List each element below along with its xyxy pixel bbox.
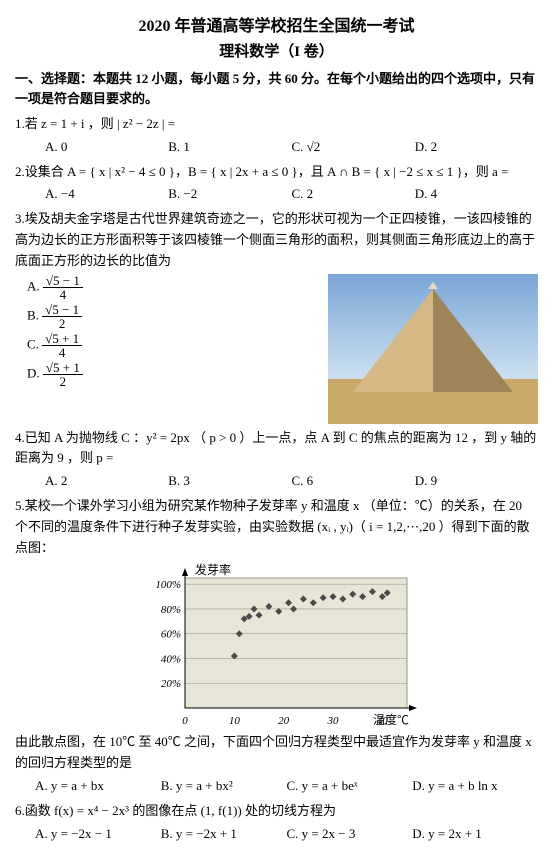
question-6: 6.函数 f(x) = x⁴ − 2x³ 的图像在点 (1, f(1)) 处的切… xyxy=(15,801,538,845)
q2-text: 2.设集合 A = { x | x² − 4 ≤ 0 }，B = { x | 2… xyxy=(15,164,508,179)
q6-opt-a: A. y = −2x − 1 xyxy=(35,824,161,845)
q6-opt-b: B. y = −2x + 1 xyxy=(161,824,287,845)
svg-text:80%: 80% xyxy=(160,604,180,616)
q4-opt-b: B. 3 xyxy=(168,471,291,492)
question-3: 3.埃及胡夫金字塔是古代世界建筑奇迹之一，它的形状可视为一个正四棱锥，一该四棱锥… xyxy=(15,209,538,423)
q2-opt-b: B. −2 xyxy=(168,184,291,205)
q3-opt-b: B. √5 − 12 xyxy=(27,303,318,330)
q6-text: 6.函数 f(x) = x⁴ − 2x³ 的图像在点 (1, f(1)) 处的切… xyxy=(15,803,336,818)
q1-opt-a: A. 0 xyxy=(45,137,168,158)
q3-opt-d: D. √5 + 12 xyxy=(27,361,318,388)
q4-opt-d: D. 9 xyxy=(415,471,538,492)
q4-opt-c: C. 6 xyxy=(292,471,415,492)
q2-opt-d: D. 4 xyxy=(415,184,538,205)
svg-text:30: 30 xyxy=(326,715,339,727)
q5-text-b: 由此散点图，在 10℃ 至 40℃ 之间，下面四个回归方程类型中最适宜作为发芽率… xyxy=(15,732,538,774)
q1-opt-c: C. √2 xyxy=(292,137,415,158)
q2-opt-c: C. 2 xyxy=(292,184,415,205)
q3-opt-c: C. √5 + 14 xyxy=(27,332,318,359)
q6-opt-c: C. y = 2x − 3 xyxy=(287,824,413,845)
q5-opt-b: B. y = a + bx² xyxy=(161,776,287,797)
svg-text:20%: 20% xyxy=(160,679,180,691)
q5-opt-a: A. y = a + bx xyxy=(35,776,161,797)
q2-opt-a: A. −4 xyxy=(45,184,168,205)
svg-text:0: 0 xyxy=(182,715,188,727)
pyramid-image xyxy=(328,274,538,424)
q5-opt-c: C. y = a + beˣ xyxy=(287,776,413,797)
svg-text:发芽率: 发芽率 xyxy=(195,562,231,577)
svg-text:40%: 40% xyxy=(160,654,180,666)
exam-title: 2020 年普通高等学校招生全国统一考试 xyxy=(15,12,538,36)
q1-text: 1.若 z = 1 + i ，则 | z² − 2z | = xyxy=(15,116,175,131)
question-2: 2.设集合 A = { x | x² − 4 ≤ 0 }，B = { x | 2… xyxy=(15,162,538,206)
q1-opt-d: D. 2 xyxy=(415,137,538,158)
q4-opt-a: A. 2 xyxy=(45,471,168,492)
svg-text:60%: 60% xyxy=(160,629,180,641)
section-1-heading: 一、选择题：本题共 12 小题，每小题 5 分，共 60 分。在每个小题给出的四… xyxy=(15,69,538,108)
svg-text:10: 10 xyxy=(228,715,240,727)
svg-text:20: 20 xyxy=(278,715,290,727)
q3-opt-a: A. √5 − 14 xyxy=(27,274,318,301)
q4-text: 4.已知 A 为抛物线 C ：y² = 2px （ p > 0 ）上一点，点 A… xyxy=(15,430,536,466)
q5-opt-d: D. y = a + b ln x xyxy=(412,776,538,797)
q3-text: 3.埃及胡夫金字塔是古代世界建筑奇迹之一，它的形状可视为一个正四棱锥，一该四棱锥… xyxy=(15,209,538,271)
question-4: 4.已知 A 为抛物线 C ：y² = 2px （ p > 0 ）上一点，点 A… xyxy=(15,428,538,492)
question-5: 5.某校一个课外学习小组为研究某作物种子发芽率 y 和温度 x （单位：℃）的关… xyxy=(15,496,538,797)
q5-text-a: 5.某校一个课外学习小组为研究某作物种子发芽率 y 和温度 x （单位：℃）的关… xyxy=(15,496,538,558)
scatter-chart: 20%40%60%80%100%010203040发芽率温度℃ xyxy=(137,560,417,730)
q1-opt-b: B. 1 xyxy=(168,137,291,158)
svg-text:100%: 100% xyxy=(155,580,181,592)
svg-text:温度℃: 温度℃ xyxy=(372,712,408,727)
exam-subtitle: 理科数学（I 卷） xyxy=(15,40,538,61)
q6-opt-d: D. y = 2x + 1 xyxy=(412,824,538,845)
question-1: 1.若 z = 1 + i ，则 | z² − 2z | = A. 0 B. 1… xyxy=(15,114,538,158)
